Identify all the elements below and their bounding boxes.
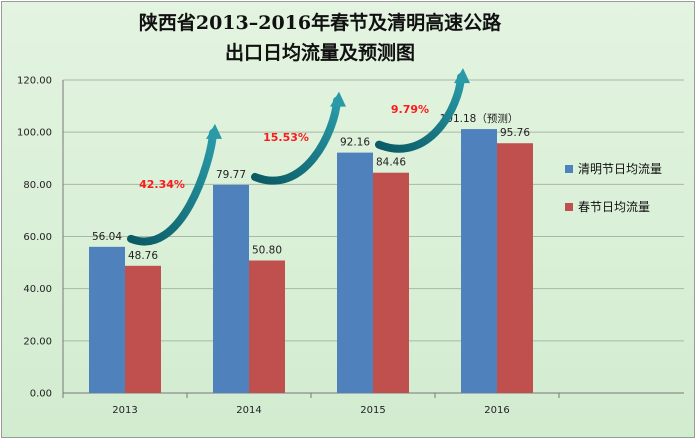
axes: 0.00 20.00 40.00 60.00 80.00 100.00 120.00 2013… [17, 76, 560, 416]
legend-label: 春节日均流量 [578, 200, 650, 214]
bar [461, 129, 497, 393]
bar [497, 143, 533, 393]
data-label: 56.04 [92, 231, 122, 243]
bar [337, 152, 373, 393]
data-label: 84.46 [376, 157, 406, 169]
y-tick-label: 40.00 [23, 284, 52, 295]
y-tick-label: 100.00 [17, 128, 52, 139]
chart-title: 陕西省2013–2016年春节及清明高速公路 出口日均流量及预测图 [120, 8, 520, 68]
data-label: 92.16 [340, 137, 370, 149]
legend-swatch [565, 165, 573, 173]
x-tick-label: 2016 [484, 405, 509, 416]
bar [125, 265, 161, 393]
growth-arrow-head [330, 91, 346, 107]
y-tick-label: 60.00 [23, 232, 52, 243]
legend-swatch [565, 203, 573, 211]
x-tick-label: 2013 [112, 405, 137, 416]
growth-rate-label: 15.53% [263, 131, 309, 144]
growth-arrows: 42.34% 15.53% 9.79% [127, 68, 470, 246]
growth-arrow-head [206, 123, 222, 139]
growth-arrow-head [454, 68, 470, 84]
x-tick-label: 2014 [236, 405, 261, 416]
data-label: 95.76 [500, 127, 530, 139]
y-tick-label: 0.00 [30, 389, 52, 400]
bar [89, 246, 125, 393]
bar [373, 172, 409, 393]
bar [249, 260, 285, 393]
growth-arrow [375, 73, 465, 153]
growth-arrow [251, 96, 341, 185]
y-tick-label: 120.00 [17, 76, 52, 87]
bars [89, 129, 533, 393]
legend-label: 清明节日均流量 [578, 162, 662, 176]
x-tick-label: 2015 [360, 405, 385, 416]
y-tick-label: 80.00 [23, 180, 52, 191]
data-labels: 56.04 48.76 79.77 50.80 92.16 84.46 101.18（预测）… [92, 112, 530, 262]
data-label: 50.80 [252, 244, 282, 256]
chart-title-line-1: 陕西省2013–2016年春节及清明高速公路 [138, 12, 502, 34]
growth-arrow [127, 128, 217, 246]
y-tick-label: 20.00 [23, 336, 52, 347]
data-label: 79.77 [216, 169, 246, 181]
growth-rate-label: 42.34% [139, 178, 185, 191]
growth-rate-label: 9.79% [391, 103, 429, 116]
data-label: 48.76 [128, 250, 158, 262]
data-label: 101.18（预测） [440, 112, 519, 125]
chart-title-line-2: 出口日均流量及预测图 [224, 42, 415, 64]
bar [213, 184, 249, 393]
